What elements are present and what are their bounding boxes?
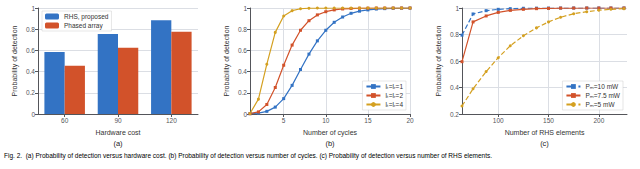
svg-text:10: 10 xyxy=(322,117,330,124)
svg-text:100: 100 xyxy=(493,117,504,124)
svg-text:0.8: 0.8 xyxy=(26,26,35,33)
svg-text:Number of RHS elements: Number of RHS elements xyxy=(505,129,585,136)
svg-text:0.2: 0.2 xyxy=(238,89,247,96)
svg-text:Pₘ=5 mW: Pₘ=5 mW xyxy=(585,101,615,108)
svg-text:Probability of detection: Probability of detection xyxy=(223,25,231,96)
svg-text:(a): (a) xyxy=(113,139,123,148)
svg-text:0: 0 xyxy=(243,111,247,118)
svg-text:lₜ=lᵣ=4: lₜ=lᵣ=4 xyxy=(385,101,403,108)
svg-text:lₜ=lᵣ=1: lₜ=lᵣ=1 xyxy=(385,83,403,90)
svg-text:1: 1 xyxy=(455,5,459,12)
svg-text:Hardware cost: Hardware cost xyxy=(95,129,140,136)
svg-text:Probability of detection: Probability of detection xyxy=(435,25,443,96)
svg-text:5: 5 xyxy=(282,117,286,124)
svg-text:RHS, proposed: RHS, proposed xyxy=(64,13,109,21)
svg-text:Phased array: Phased array xyxy=(64,22,103,30)
svg-text:(c): (c) xyxy=(540,139,549,148)
svg-text:0.8: 0.8 xyxy=(450,31,459,38)
svg-text:1: 1 xyxy=(243,5,247,12)
svg-text:60: 60 xyxy=(61,117,69,124)
svg-text:1: 1 xyxy=(31,5,35,12)
svg-text:0.6: 0.6 xyxy=(450,58,459,65)
svg-text:0.6: 0.6 xyxy=(26,47,35,54)
svg-text:150: 150 xyxy=(543,117,554,124)
svg-text:Pₘ=10 mW: Pₘ=10 mW xyxy=(585,83,619,90)
svg-text:Pₘ=7.5 mW: Pₘ=7.5 mW xyxy=(585,92,620,99)
svg-text:20: 20 xyxy=(406,117,414,124)
svg-text:0.2: 0.2 xyxy=(450,111,459,118)
svg-text:0.6: 0.6 xyxy=(238,47,247,54)
svg-text:0.4: 0.4 xyxy=(450,84,459,91)
svg-text:(b): (b) xyxy=(325,139,335,148)
svg-text:0.4: 0.4 xyxy=(26,68,35,75)
svg-text:0.4: 0.4 xyxy=(238,68,247,75)
svg-text:Fig. 2. (a) Probability of de: Fig. 2. (a) Probability of detection ver… xyxy=(4,152,492,160)
svg-text:0.2: 0.2 xyxy=(26,89,35,96)
svg-text:0: 0 xyxy=(31,111,35,118)
svg-text:15: 15 xyxy=(364,117,372,124)
svg-text:200: 200 xyxy=(593,117,604,124)
svg-text:Number of cycles: Number of cycles xyxy=(303,129,358,137)
svg-text:120: 120 xyxy=(166,117,177,124)
svg-text:lₜ=lᵣ=2: lₜ=lᵣ=2 xyxy=(385,92,403,99)
svg-text:Probability of detection: Probability of detection xyxy=(11,25,19,96)
svg-text:90: 90 xyxy=(114,117,122,124)
svg-text:0.8: 0.8 xyxy=(238,26,247,33)
